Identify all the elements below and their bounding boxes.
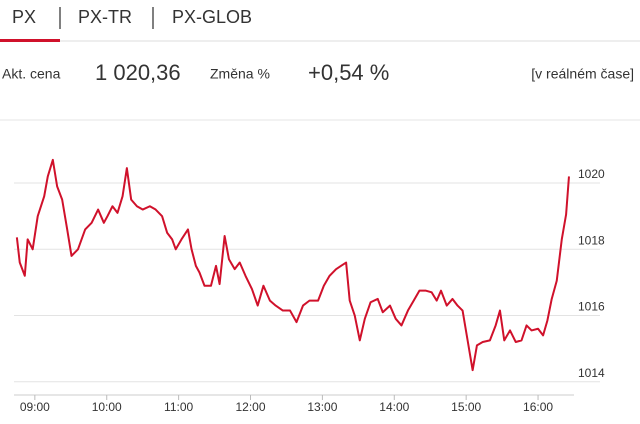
y-tick-label: 1014 — [578, 366, 605, 380]
price: 1 020,36 — [95, 60, 181, 85]
x-tick-label: 16:00 — [523, 400, 553, 414]
change-label: Změna % — [210, 66, 270, 82]
mode: [v reálném čase] — [531, 66, 634, 82]
x-tick-label: 14:00 — [379, 400, 409, 414]
y-tick-label: 1018 — [578, 233, 605, 247]
x-tick-label: 09:00 — [20, 400, 50, 414]
tab[interactable]: PX-GLOB — [172, 7, 252, 27]
x-tick-label: 15:00 — [451, 400, 481, 414]
x-tick-label: 12:00 — [235, 400, 265, 414]
tab[interactable]: PX-TR — [78, 7, 132, 27]
tab[interactable]: PX — [12, 7, 36, 27]
y-tick-label: 1016 — [578, 300, 605, 314]
price-line — [15, 158, 570, 372]
x-tick-label: 11:00 — [164, 400, 193, 414]
price-label: Akt. cena — [2, 66, 61, 82]
change: +0,54 % — [308, 60, 389, 85]
y-tick-label: 1020 — [578, 167, 605, 181]
x-tick-label: 13:00 — [307, 400, 337, 414]
active-tab-indicator — [0, 39, 60, 42]
x-tick-label: 10:00 — [92, 400, 122, 414]
